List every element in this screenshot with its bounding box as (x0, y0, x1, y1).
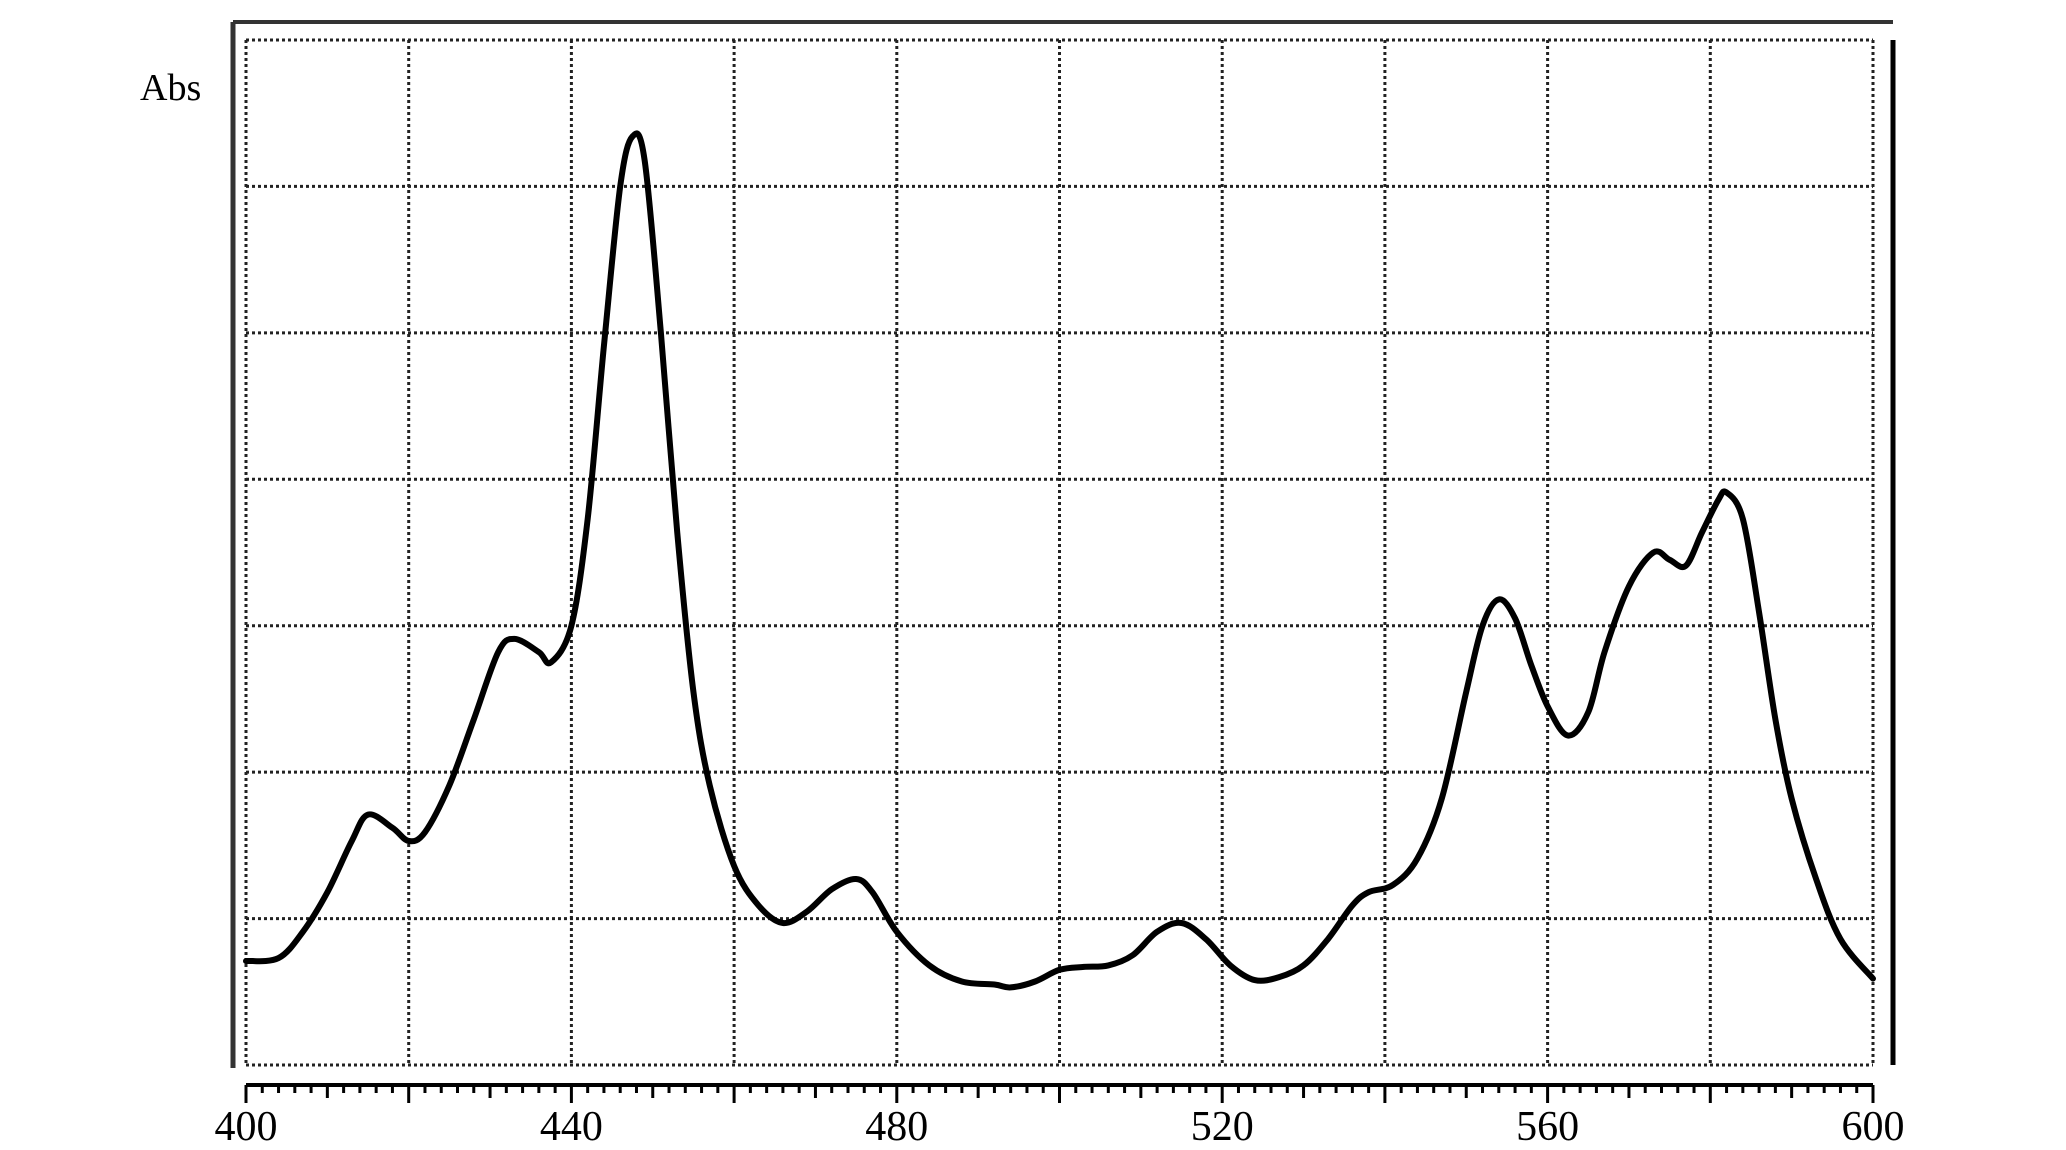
grid (244, 38, 1875, 1067)
y-axis-label: Abs (140, 67, 201, 109)
plot-frame (230, 20, 1896, 1068)
x-tick-label: 480 (865, 1104, 928, 1150)
x-tick-label: 600 (1842, 1104, 1905, 1150)
series-group (243, 130, 1876, 991)
x-tick-label: 560 (1516, 1104, 1579, 1150)
absorbance-line (243, 130, 1876, 991)
x-tick-label: 400 (215, 1104, 278, 1150)
x-tick-label: 520 (1191, 1104, 1254, 1150)
x-tick-label: 440 (540, 1104, 603, 1150)
x-axis: 400 440 480 520 560 600 (215, 1083, 1905, 1150)
